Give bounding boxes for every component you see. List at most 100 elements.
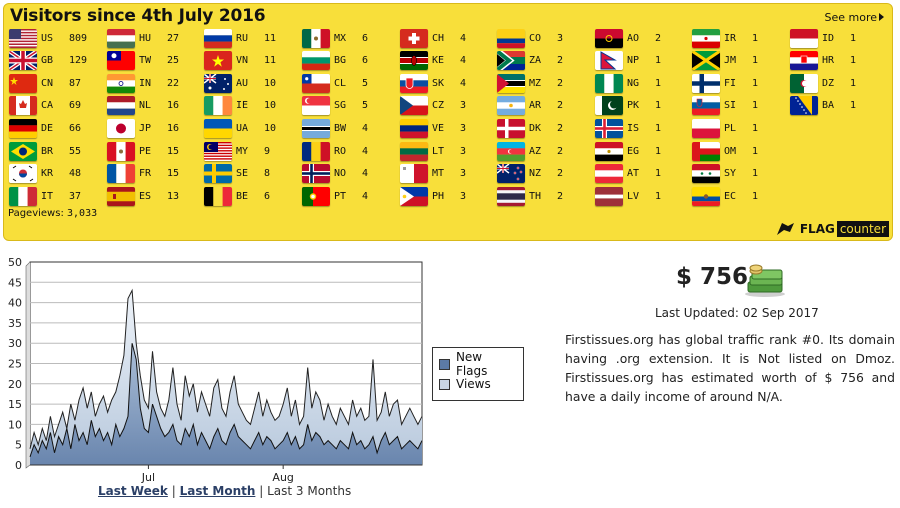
country-ca[interactable]: CA 69: [9, 96, 81, 116]
country-be[interactable]: BE 6: [204, 186, 270, 206]
last-week-link[interactable]: Last Week: [98, 484, 168, 498]
flag-pt-icon: [302, 186, 330, 206]
country-vn[interactable]: VN 11: [204, 51, 276, 71]
pageviews-count: 3,033: [67, 208, 98, 219]
flag-counter-logo[interactable]: FLAG counter: [776, 221, 889, 237]
country-my[interactable]: MY 9: [204, 141, 270, 161]
country-count: 1: [752, 55, 759, 67]
country-no[interactable]: NO 4: [302, 164, 368, 184]
last-month-link[interactable]: Last Month: [179, 484, 256, 498]
country-lt[interactable]: LT 3: [400, 141, 466, 161]
country-mz[interactable]: MZ 2: [497, 73, 563, 93]
country-it[interactable]: IT 37: [9, 186, 81, 206]
flag-tw-icon: [107, 51, 135, 71]
country-ec[interactable]: EC 1: [692, 186, 758, 206]
country-pk[interactable]: PK 1: [595, 96, 661, 116]
country-ir[interactable]: IR 1: [692, 28, 758, 48]
country-sy[interactable]: SY 1: [692, 164, 758, 184]
country-fi[interactable]: FI 1: [692, 73, 758, 93]
country-bw[interactable]: BW 4: [302, 118, 368, 138]
country-code: DK: [529, 122, 542, 134]
country-mt[interactable]: MT 3: [400, 164, 466, 184]
country-ru[interactable]: RU 11: [204, 28, 276, 48]
country-ng[interactable]: NG 1: [595, 73, 661, 93]
country-fr[interactable]: FR 15: [107, 164, 179, 184]
country-th[interactable]: TH 2: [497, 186, 563, 206]
country-au[interactable]: AU 10: [204, 73, 276, 93]
flag-mz-icon: [497, 73, 525, 93]
country-hu[interactable]: HU 27: [107, 28, 179, 48]
country-dk[interactable]: DK 2: [497, 118, 563, 138]
country-eg[interactable]: EG 1: [595, 141, 661, 161]
flag-ec-icon: [692, 186, 720, 206]
country-at[interactable]: AT 1: [595, 164, 661, 184]
country-code: BG: [334, 55, 347, 67]
country-co[interactable]: CO 3: [497, 28, 563, 48]
country-si[interactable]: SI 1: [692, 96, 758, 116]
country-code: SY: [724, 168, 737, 180]
country-ch[interactable]: CH 4: [400, 28, 466, 48]
country-jp[interactable]: JP 16: [107, 118, 179, 138]
country-code: IT: [41, 190, 54, 202]
country-count: 4: [362, 122, 369, 134]
country-om[interactable]: OM 1: [692, 141, 758, 161]
country-code: NZ: [529, 168, 542, 180]
country-de[interactable]: DE 66: [9, 118, 81, 138]
country-in[interactable]: IN 22: [107, 73, 179, 93]
country-np[interactable]: NP 1: [595, 51, 661, 71]
country-sk[interactable]: SK 4: [400, 73, 466, 93]
country-dz[interactable]: DZ 1: [790, 73, 856, 93]
country-count: 87: [69, 77, 82, 89]
see-more-link[interactable]: See more: [824, 11, 884, 24]
country-pe[interactable]: PE 15: [107, 141, 179, 161]
country-az[interactable]: AZ 2: [497, 141, 563, 161]
country-tw[interactable]: TW 25: [107, 51, 179, 71]
y-tick-label: 25: [8, 358, 22, 371]
country-es[interactable]: ES 13: [107, 186, 179, 206]
country-cz[interactable]: CZ 3: [400, 96, 466, 116]
flag-ir-icon: [692, 28, 720, 48]
country-nl[interactable]: NL 16: [107, 96, 179, 116]
country-us[interactable]: US 809: [9, 28, 87, 48]
country-ua[interactable]: UA 10: [204, 118, 276, 138]
flag-ar-icon: [497, 96, 525, 116]
country-lv[interactable]: LV 1: [595, 186, 661, 206]
country-ro[interactable]: RO 4: [302, 141, 368, 161]
country-se[interactable]: SE 8: [204, 164, 270, 184]
country-code: CN: [41, 77, 54, 89]
brand-counter-word: counter: [836, 221, 889, 237]
country-bg[interactable]: BG 6: [302, 51, 368, 71]
country-pt[interactable]: PT 4: [302, 186, 368, 206]
country-is[interactable]: IS 1: [595, 118, 661, 138]
country-code: AO: [627, 32, 640, 44]
country-br[interactable]: BR 55: [9, 141, 81, 161]
country-ke[interactable]: KE 4: [400, 51, 466, 71]
country-ve[interactable]: VE 3: [400, 118, 466, 138]
country-ar[interactable]: AR 2: [497, 96, 563, 116]
chevron-right-icon: [879, 13, 884, 21]
x-tick-label: Aug: [272, 471, 293, 484]
country-nz[interactable]: NZ 2: [497, 164, 563, 184]
y-tick-label: 20: [8, 378, 22, 391]
country-cl[interactable]: CL 5: [302, 73, 368, 93]
flag-counter-panel[interactable]: Visitors since 4th July 2016 See more US…: [3, 3, 893, 241]
country-cn[interactable]: CN 87: [9, 73, 81, 93]
country-count: 2: [557, 122, 564, 134]
country-ao[interactable]: AO 2: [595, 28, 661, 48]
flag-ch-icon: [400, 28, 428, 48]
country-id[interactable]: ID 1: [790, 28, 856, 48]
country-hr[interactable]: HR 1: [790, 51, 856, 71]
flag-cn-icon: [9, 73, 37, 93]
country-ba[interactable]: BA 1: [790, 96, 856, 116]
country-count: 1: [752, 77, 759, 89]
country-jm[interactable]: JM 1: [692, 51, 758, 71]
country-sg[interactable]: SG 5: [302, 96, 368, 116]
y-tick-label: 35: [8, 317, 22, 330]
country-pl[interactable]: PL 1: [692, 118, 758, 138]
country-za[interactable]: ZA 2: [497, 51, 563, 71]
country-kr[interactable]: KR 48: [9, 164, 81, 184]
country-mx[interactable]: MX 6: [302, 28, 368, 48]
country-ph[interactable]: PH 3: [400, 186, 466, 206]
country-ie[interactable]: IE 10: [204, 96, 276, 116]
country-gb[interactable]: GB 129: [9, 51, 87, 71]
